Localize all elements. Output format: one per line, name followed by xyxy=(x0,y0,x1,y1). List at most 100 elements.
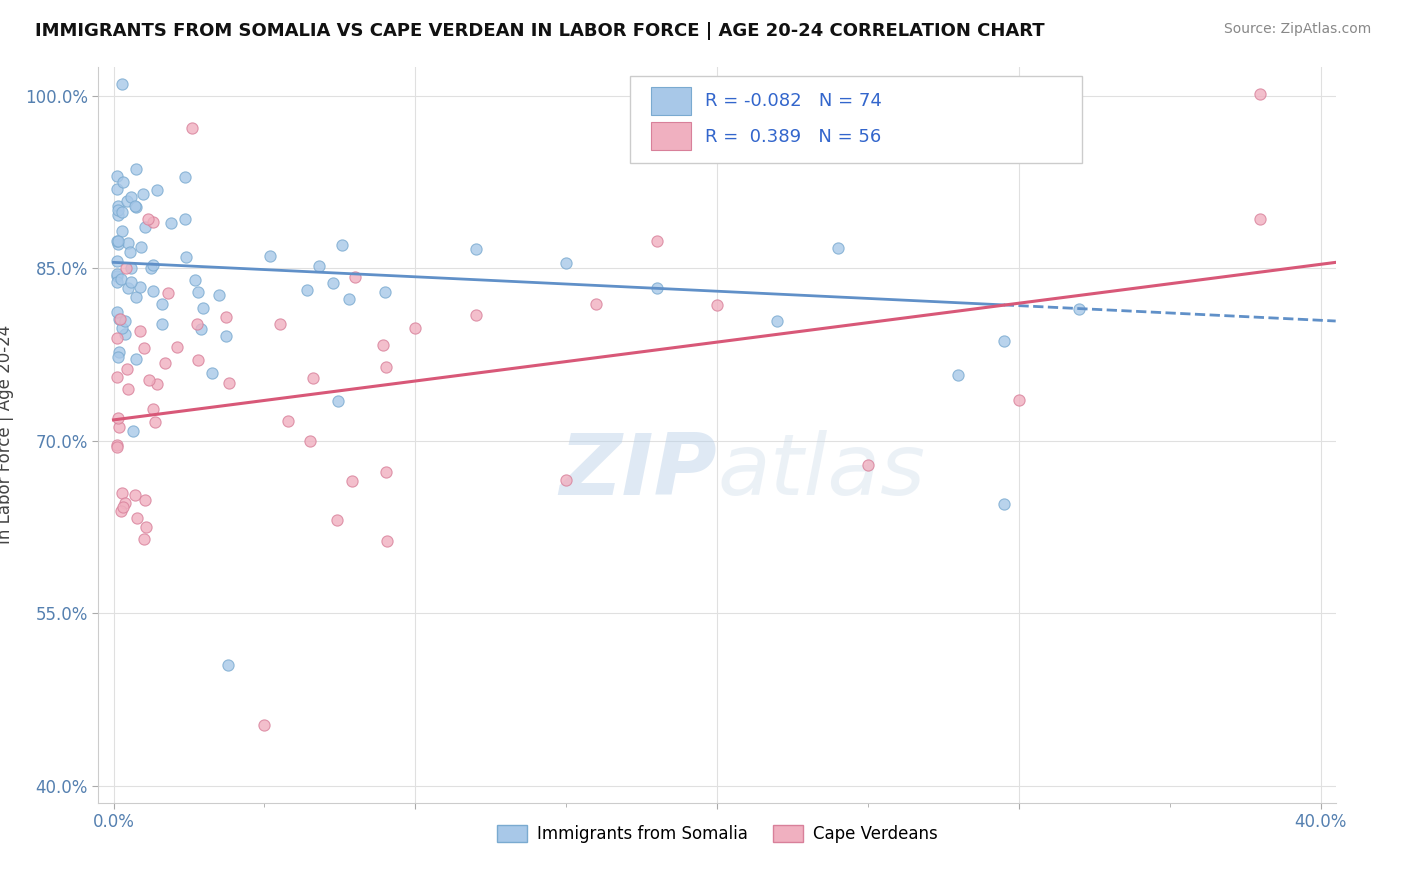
Text: atlas: atlas xyxy=(717,430,925,513)
Point xyxy=(464,308,486,322)
Point xyxy=(121,424,143,438)
Point xyxy=(107,199,129,213)
Point xyxy=(105,440,128,454)
Point xyxy=(150,318,173,332)
Point xyxy=(277,413,299,427)
Point xyxy=(187,353,209,368)
Point xyxy=(145,183,167,197)
Point xyxy=(124,488,146,502)
Point xyxy=(827,242,849,256)
Point xyxy=(174,251,197,265)
Point xyxy=(114,314,136,328)
Point xyxy=(301,371,323,385)
Point xyxy=(117,281,139,295)
Point xyxy=(766,77,789,91)
Point xyxy=(299,434,322,448)
Point xyxy=(121,260,143,275)
Point xyxy=(856,458,879,473)
Point xyxy=(108,312,131,326)
Point xyxy=(108,420,131,434)
Point xyxy=(105,369,128,384)
Point xyxy=(585,297,607,311)
Point xyxy=(125,290,148,304)
Point xyxy=(645,234,668,248)
FancyBboxPatch shape xyxy=(630,76,1083,162)
Point xyxy=(105,234,128,248)
Point xyxy=(1249,87,1271,102)
Point xyxy=(1008,393,1031,408)
Point xyxy=(136,212,159,227)
Point xyxy=(111,175,134,189)
Point xyxy=(217,657,239,672)
Point xyxy=(325,513,347,527)
Point xyxy=(374,359,396,374)
Point xyxy=(124,199,146,213)
Point xyxy=(190,322,212,336)
Y-axis label: In Labor Force | Age 20-24: In Labor Force | Age 20-24 xyxy=(0,326,14,544)
Point xyxy=(111,77,134,91)
Point xyxy=(117,383,139,397)
Point xyxy=(124,200,146,214)
Text: R = -0.082   N = 74: R = -0.082 N = 74 xyxy=(704,92,882,110)
Point xyxy=(105,305,128,319)
Point xyxy=(142,285,165,299)
Point xyxy=(111,485,134,500)
Point xyxy=(269,318,291,332)
Text: ZIP: ZIP xyxy=(560,430,717,513)
Point xyxy=(129,324,152,338)
Point xyxy=(375,534,398,549)
Point xyxy=(115,194,138,209)
Point xyxy=(993,497,1015,511)
Point xyxy=(160,216,183,230)
Point xyxy=(110,272,132,286)
Point xyxy=(118,245,141,260)
Point xyxy=(150,297,173,311)
Point xyxy=(125,510,148,524)
Point xyxy=(105,331,128,345)
Point xyxy=(555,255,578,269)
Point xyxy=(120,190,142,204)
FancyBboxPatch shape xyxy=(651,87,692,115)
Point xyxy=(253,717,276,731)
Text: IMMIGRANTS FROM SOMALIA VS CAPE VERDEAN IN LABOR FORCE | AGE 20-24 CORRELATION C: IMMIGRANTS FROM SOMALIA VS CAPE VERDEAN … xyxy=(35,22,1045,40)
Point xyxy=(328,394,350,409)
Point xyxy=(142,259,165,273)
Point xyxy=(166,340,188,354)
Point xyxy=(174,169,197,184)
Point xyxy=(111,224,134,238)
Point xyxy=(308,259,330,273)
Point xyxy=(134,220,156,235)
Point xyxy=(111,321,134,335)
Point xyxy=(174,211,197,226)
Point xyxy=(180,121,202,136)
Point xyxy=(114,496,136,510)
Point xyxy=(105,275,128,289)
Point xyxy=(105,182,128,196)
Point xyxy=(110,504,132,518)
Point xyxy=(108,345,131,359)
Point xyxy=(993,334,1015,349)
Point xyxy=(1249,211,1271,226)
Point xyxy=(404,321,426,335)
Text: Source: ZipAtlas.com: Source: ZipAtlas.com xyxy=(1223,22,1371,37)
Point xyxy=(371,338,394,352)
Point xyxy=(131,240,153,254)
Point xyxy=(107,236,129,251)
Point xyxy=(134,493,156,508)
Point xyxy=(948,368,970,383)
Point xyxy=(115,260,138,275)
Point xyxy=(108,312,131,326)
Point xyxy=(105,438,128,452)
Point xyxy=(153,356,176,370)
Point xyxy=(107,208,129,222)
Point xyxy=(187,285,209,300)
Point xyxy=(139,260,162,275)
Point xyxy=(374,466,396,480)
Point xyxy=(105,169,128,183)
Point xyxy=(330,237,353,252)
Point xyxy=(340,474,363,488)
Point xyxy=(125,161,148,176)
Point xyxy=(107,234,129,248)
Point xyxy=(337,292,360,306)
Point xyxy=(184,273,207,287)
